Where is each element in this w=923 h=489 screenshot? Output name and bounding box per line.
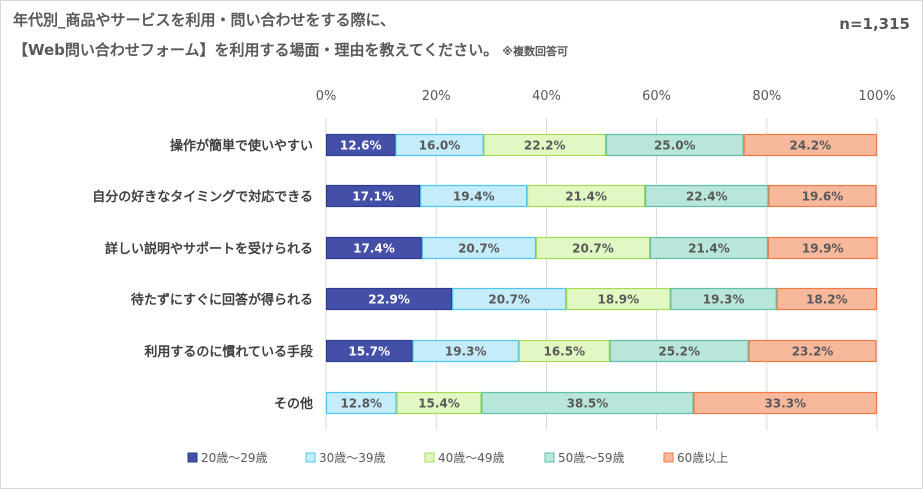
data-label: 24.2%: [790, 139, 832, 153]
bar-segment: [748, 339, 877, 363]
data-label: 15.4%: [418, 397, 460, 411]
data-label: 38.5%: [567, 397, 609, 411]
legend-label: 60歳以上: [677, 451, 728, 465]
legend-swatch: [544, 452, 555, 463]
bar-segment: [452, 287, 567, 311]
multiple-answers-note: ※複数回答可: [502, 45, 568, 58]
data-label: 19.6%: [802, 190, 844, 204]
bar-segment: [644, 184, 769, 208]
sample-size: n=1,315: [839, 15, 910, 33]
legend-swatch: [187, 452, 198, 463]
bar-segment: [325, 236, 422, 260]
data-label: 25.2%: [658, 345, 700, 359]
chart-title-line2-text: 【Web問い合わせフォーム】を利用する場面・理由を教えてください。: [13, 41, 499, 59]
data-label: 18.9%: [597, 293, 639, 307]
bar-segment: [325, 339, 413, 363]
data-label: 21.4%: [565, 190, 607, 204]
data-label: 15.7%: [348, 345, 390, 359]
category-label: 利用するのに慣れている手段: [144, 344, 313, 360]
legend-swatch: [305, 452, 316, 463]
bar-segment: [396, 391, 482, 415]
bar-segment: [325, 287, 453, 311]
data-label: 16.0%: [419, 139, 461, 153]
data-label: 20.7%: [572, 242, 614, 256]
data-label: 19.3%: [445, 345, 487, 359]
bar-segment: [609, 339, 749, 363]
bar-segment: [693, 391, 878, 415]
bar-segment: [325, 391, 397, 415]
category-label: 詳しい説明やサポートを受けられる: [105, 241, 313, 257]
bar-segment: [776, 287, 878, 311]
data-label: 12.8%: [340, 397, 382, 411]
data-label: 17.4%: [353, 242, 395, 256]
x-tick-label: 40%: [532, 89, 561, 104]
legend-swatch: [663, 452, 674, 463]
bar-segment: [481, 391, 694, 415]
data-label: 23.2%: [792, 345, 834, 359]
data-label: 25.0%: [654, 139, 696, 153]
bar-segment: [767, 236, 878, 260]
x-tick-label: 20%: [422, 89, 451, 104]
data-label: 16.5%: [543, 345, 585, 359]
data-label: 19.9%: [802, 242, 844, 256]
legend-label: 50歳～59歳: [558, 451, 625, 465]
bar-segment: [420, 184, 528, 208]
bar-segment: [412, 339, 519, 363]
data-label: 20.7%: [488, 293, 530, 307]
bar-segment: [768, 184, 877, 208]
bar-segment: [566, 287, 671, 311]
data-label: 19.4%: [453, 190, 495, 204]
legend-swatch: [424, 452, 435, 463]
data-label: 18.2%: [806, 293, 848, 307]
x-tick-label: 60%: [642, 89, 671, 104]
data-label: 19.3%: [703, 293, 745, 307]
legend-label: 40歳～49歳: [438, 451, 505, 465]
data-label: 20.7%: [458, 242, 500, 256]
chart-title-line2: 【Web問い合わせフォーム】を利用する場面・理由を教えてください。 ※複数回答可: [13, 39, 568, 60]
bar-segment: [325, 133, 396, 157]
legend-label: 30歳～39歳: [319, 451, 386, 465]
x-tick-label: 80%: [752, 89, 781, 104]
bar-segment: [649, 236, 769, 260]
bar-segment: [483, 133, 607, 157]
data-label: 22.2%: [524, 139, 566, 153]
bar-segment: [395, 133, 484, 157]
bar-segment: [527, 184, 646, 208]
category-label: その他: [274, 396, 313, 412]
category-label: 操作が簡単で使いやすい: [170, 138, 313, 154]
bar-segment: [535, 236, 651, 260]
data-label: 33.3%: [764, 397, 806, 411]
category-label: 待たずにすぐに回答が得られる: [130, 292, 313, 308]
bar-segment: [743, 133, 878, 157]
chart-title-line1: 年代別_商品やサービスを利用・問い合わせをする際に、: [13, 11, 396, 29]
data-label: 17.1%: [352, 190, 394, 204]
data-label: 22.9%: [368, 293, 410, 307]
bar-segment: [421, 236, 537, 260]
legend-label: 20歳～29歳: [201, 451, 268, 465]
data-label: 12.6%: [340, 139, 382, 153]
bar-segment: [518, 339, 610, 363]
x-tick-label: 100%: [858, 89, 895, 104]
data-label: 21.4%: [688, 242, 730, 256]
bar-segment: [670, 287, 777, 311]
bar-segment: [325, 184, 421, 208]
x-tick-label: 0%: [316, 89, 337, 104]
data-label: 22.4%: [686, 190, 728, 204]
bar-segment: [605, 133, 744, 157]
category-label: 自分の好きなタイミングで対応できる: [92, 189, 313, 205]
